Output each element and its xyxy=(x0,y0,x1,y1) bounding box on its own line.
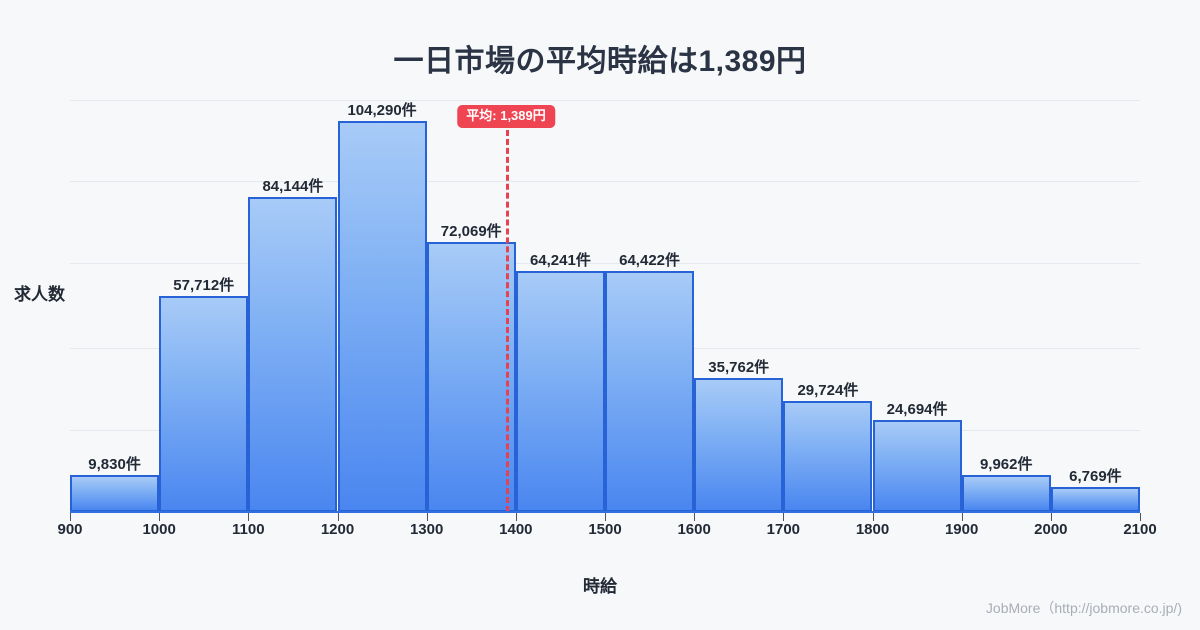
footer-credit: JobMore（http://jobmore.co.jp/) xyxy=(985,600,1182,616)
x-tick-mark xyxy=(872,513,874,521)
x-tick-mark xyxy=(1140,513,1141,521)
bar xyxy=(70,475,160,512)
x-tick-label: 2100 xyxy=(1123,521,1157,538)
bar-value-label: 84,144件 xyxy=(262,177,324,195)
x-tick-label: 1300 xyxy=(409,521,444,538)
bar-value-label: 57,712件 xyxy=(173,276,235,294)
x-tick-label: 2000 xyxy=(1034,521,1068,538)
gridline xyxy=(70,263,1140,264)
bar xyxy=(337,121,427,512)
x-tick-mark xyxy=(337,513,339,521)
x-tick-label: 1900 xyxy=(944,521,979,538)
x-axis-line xyxy=(70,511,1140,513)
x-tick-mark xyxy=(1050,513,1052,521)
x-tick-mark xyxy=(70,513,71,521)
bar-value-label: 64,422件 xyxy=(619,251,681,269)
average-line xyxy=(506,130,510,512)
x-tick-label: 1100 xyxy=(232,521,265,538)
bar xyxy=(872,419,962,512)
x-tick-mark xyxy=(515,513,517,521)
bar-value-label: 9,962件 xyxy=(979,455,1033,473)
bar-value-label: 35,762件 xyxy=(708,359,770,377)
bar xyxy=(1050,486,1140,512)
bar-value-label: 6,769件 xyxy=(1069,467,1122,485)
x-tick-mark xyxy=(248,513,250,521)
bar-value-label: 104,290件 xyxy=(347,102,417,120)
x-tick-label: 1500 xyxy=(588,521,622,538)
x-tick-mark xyxy=(961,513,963,521)
x-tick-mark xyxy=(783,513,785,521)
bar xyxy=(961,474,1051,512)
x-tick-label: 1600 xyxy=(677,521,711,538)
bar-value-label: 9,830件 xyxy=(88,456,141,474)
x-axis-label: 時給 xyxy=(583,577,617,596)
gridline xyxy=(70,100,1140,101)
bar-value-label: 29,724件 xyxy=(797,381,859,399)
bar xyxy=(783,400,873,512)
x-tick-label: 1200 xyxy=(320,521,355,538)
x-tick-label: 1000 xyxy=(142,521,176,538)
bar xyxy=(426,242,516,512)
bar xyxy=(605,270,695,512)
bar-value-label: 24,694件 xyxy=(886,400,948,418)
x-tick-mark xyxy=(426,513,428,521)
bar xyxy=(159,295,249,512)
bar xyxy=(248,196,338,512)
x-tick-mark xyxy=(694,513,696,521)
x-tick-mark xyxy=(605,513,606,521)
y-axis-label: 求人数 xyxy=(14,285,65,304)
bar-value-label: 72,069件 xyxy=(440,223,502,241)
bar xyxy=(694,378,784,512)
x-tick-label: 1800 xyxy=(855,521,890,538)
gridline xyxy=(70,181,1140,182)
x-tick-label: 1700 xyxy=(766,521,801,538)
bar xyxy=(515,271,605,512)
bar-value-label: 64,241件 xyxy=(529,252,591,270)
chart-title: 一日市場の平均時給は1,389円 xyxy=(393,45,807,78)
x-tick-label: 900 xyxy=(57,521,83,538)
average-badge: 平均: 1,389円 xyxy=(457,105,555,129)
x-tick-label: 1400 xyxy=(499,521,533,538)
x-tick-mark xyxy=(159,513,161,521)
